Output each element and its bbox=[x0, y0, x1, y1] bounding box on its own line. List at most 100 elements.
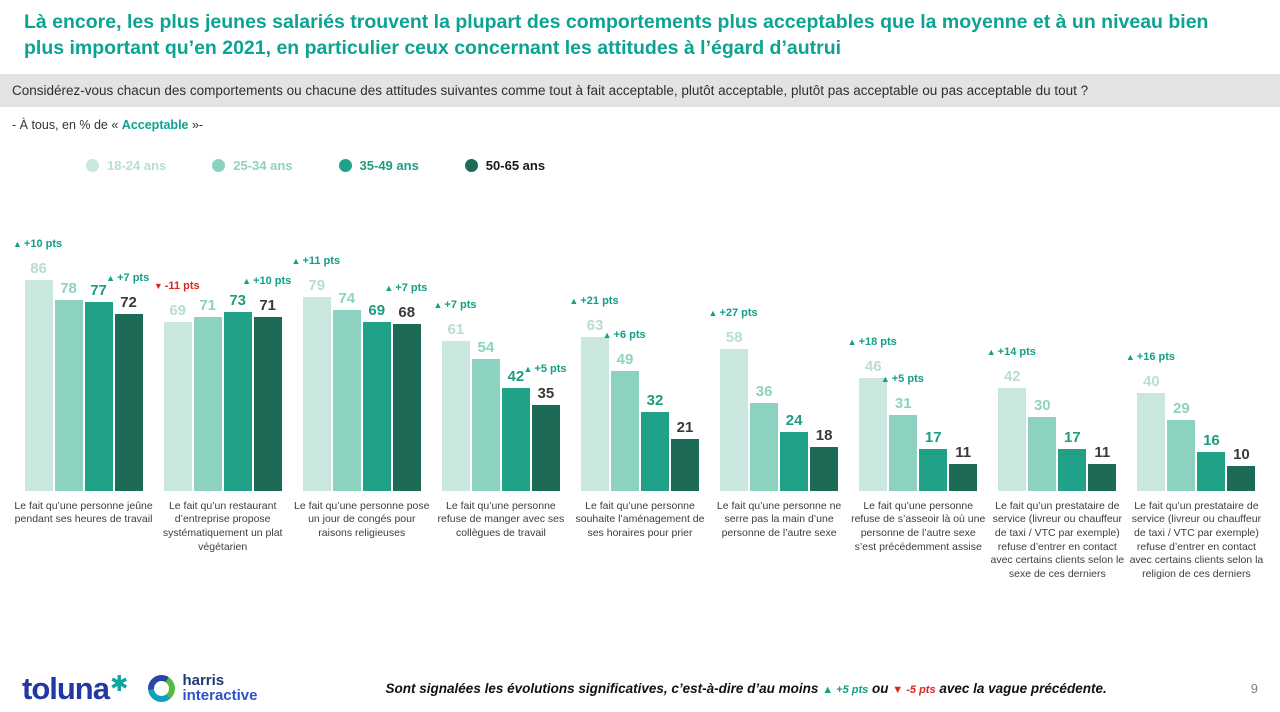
significance-note-suffix: avec la vague précédente. bbox=[939, 680, 1107, 696]
bar-value-label: 35 bbox=[537, 385, 555, 403]
bar-value-label: 73 bbox=[229, 292, 246, 309]
bar: 35 ▲ +5 pts bbox=[523, 363, 567, 491]
sample-note-suffix: »- bbox=[188, 117, 204, 132]
group-bars: 40 ▲ +16 pts 29 16 10 bbox=[1126, 229, 1256, 491]
bar-value-label: 77 bbox=[90, 282, 107, 300]
bar: 40 ▲ +16 pts bbox=[1126, 351, 1175, 491]
bar-chart: 86 ▲ +10 pts 78 77 72 ▲ +7 pts Le fait qu’une pe… bbox=[0, 229, 1280, 582]
bar: 17 bbox=[1058, 429, 1087, 491]
bar-value-label: 68 bbox=[398, 304, 416, 322]
legend-dot-icon bbox=[464, 158, 478, 172]
bar: 31 ▲ +5 pts bbox=[881, 373, 924, 491]
sample-note-highlight: Acceptable bbox=[121, 117, 189, 132]
toluna-logo: toluna ✱ bbox=[22, 670, 128, 706]
bar: 71 ▲ +10 pts bbox=[242, 275, 291, 491]
bar: 30 bbox=[1028, 397, 1057, 491]
legend-label: 50-65 ans bbox=[485, 157, 546, 173]
bar-value-label: 17 bbox=[924, 429, 942, 447]
up-arrow-icon: ▲ bbox=[708, 307, 718, 318]
bar: 54 bbox=[471, 339, 500, 491]
chart-group: 79 ▲ +11 pts 74 69 68 ▲ +7 pts Le fait qu’une pe… bbox=[292, 229, 431, 582]
evolution-annotation: ▲ +7 pts bbox=[384, 282, 428, 295]
category-label: Le fait qu’une personne refuse de manger… bbox=[437, 499, 565, 540]
significance-note: Sont signalées les évolutions significat… bbox=[257, 681, 1234, 696]
category-label: Le fait qu’une personne ne serre pas la … bbox=[716, 499, 842, 540]
category-label: Le fait qu’une personne refuse de s’asse… bbox=[851, 499, 986, 553]
chart-group: 46 ▲ +18 pts 31 ▲ +5 pts 17 11 Le fait qu’une pe… bbox=[848, 229, 988, 582]
bar: 71 bbox=[193, 297, 222, 491]
bar: 10 bbox=[1227, 446, 1256, 491]
category-label: Le fait qu’un prestataire de service (li… bbox=[1129, 499, 1264, 581]
legend-label: 25-34 ans bbox=[233, 157, 293, 173]
bar: 63 ▲ +21 pts bbox=[569, 295, 619, 491]
sample-note: - À tous, en % de « Acceptable »- bbox=[0, 107, 1280, 132]
bar-value-label: 71 bbox=[259, 296, 276, 314]
bar: 74 bbox=[332, 290, 361, 491]
bar: 73 bbox=[223, 292, 252, 491]
bar-value-label: 46 bbox=[864, 358, 882, 376]
bar: 68 ▲ +7 pts bbox=[384, 282, 427, 491]
toluna-logo-text: toluna bbox=[22, 670, 110, 706]
up-arrow-icon: ▲ bbox=[433, 300, 443, 311]
bar: 86 ▲ +10 pts bbox=[13, 238, 62, 491]
significance-note-prefix: Sont signalées les évolutions significat… bbox=[385, 680, 819, 696]
evolution-annotation: ▲ +27 pts bbox=[708, 306, 758, 319]
up-arrow-icon: ▲ bbox=[986, 346, 996, 357]
category-label: Le fait qu’une personne pose un jour de … bbox=[294, 499, 430, 540]
bar-value-label: 40 bbox=[1143, 372, 1160, 390]
harris-logo-line2: interactive bbox=[182, 687, 258, 705]
chart-group: 58 ▲ +27 pts 36 24 18 Le fait qu’une personne … bbox=[708, 229, 849, 582]
footer: toluna ✱ harris interactive Sont signalée… bbox=[0, 670, 1280, 706]
harris-ring-icon bbox=[148, 674, 176, 702]
bar-value-label: 11 bbox=[955, 443, 972, 461]
bar: 21 bbox=[670, 419, 699, 491]
bar: 42 ▲ +14 pts bbox=[987, 346, 1036, 491]
bar: 61 ▲ +7 pts bbox=[433, 299, 477, 491]
bar-value-label: 74 bbox=[338, 289, 356, 307]
bar: 69 bbox=[362, 302, 391, 491]
group-bars: 46 ▲ +18 pts 31 ▲ +5 pts 17 11 bbox=[848, 229, 978, 491]
bar: 11 bbox=[1088, 444, 1117, 491]
up-arrow-icon: ▲ bbox=[12, 239, 22, 250]
chart-group: 40 ▲ +16 pts 29 16 10 Le fait qu’un prestatair… bbox=[1126, 229, 1266, 582]
evolution-annotation: ▲ +7 pts bbox=[106, 272, 150, 285]
chart-group: 42 ▲ +14 pts 30 17 11 Le fait qu’un prestatair… bbox=[987, 229, 1127, 582]
evolution-annotation: ▲ +6 pts bbox=[602, 328, 646, 341]
legend-item: 35-49 ans bbox=[338, 158, 419, 173]
bar-value-label: 32 bbox=[646, 392, 664, 410]
bar-value-label: 21 bbox=[676, 419, 694, 437]
evolution-annotation: ▲ +16 pts bbox=[1125, 350, 1176, 363]
up-arrow-icon: ▲ bbox=[880, 373, 890, 384]
up-arrow-icon: ▲ bbox=[847, 337, 857, 348]
bar: 24 bbox=[780, 412, 809, 491]
up-arrow-icon: ▲ bbox=[1125, 351, 1135, 362]
up-arrow-icon: ▲ bbox=[569, 295, 579, 306]
bar: 32 bbox=[640, 392, 669, 491]
bar-value-label: 58 bbox=[725, 328, 743, 346]
bar-value-label: 63 bbox=[586, 316, 604, 334]
chart-group: 86 ▲ +10 pts 78 77 72 ▲ +7 pts Le fait qu’une pe… bbox=[13, 229, 153, 582]
bar-value-label: 61 bbox=[447, 321, 465, 339]
bar: 79 ▲ +11 pts bbox=[292, 255, 340, 491]
up-arrow-icon: ▲ bbox=[602, 329, 612, 340]
evolution-annotation: ▲ +7 pts bbox=[433, 299, 477, 312]
bar-value-label: 16 bbox=[1203, 431, 1220, 449]
bar-value-label: 71 bbox=[199, 296, 216, 314]
evolution-annotation: ▲ +18 pts bbox=[847, 336, 897, 349]
group-bars: 63 ▲ +21 pts 49 ▲ +6 pts 32 21 bbox=[569, 229, 699, 491]
category-label: Le fait qu’une personne jeûne pendant se… bbox=[14, 499, 153, 526]
bar-value-label: 42 bbox=[507, 367, 525, 385]
up-arrow-icon: ▲ bbox=[291, 256, 301, 267]
bar-value-label: 72 bbox=[120, 294, 137, 312]
sample-note-prefix: - À tous, en % de « bbox=[12, 117, 122, 132]
evolution-annotation: ▲ +5 pts bbox=[523, 363, 567, 376]
bar: 49 ▲ +6 pts bbox=[603, 329, 646, 491]
evolution-annotation: ▲ +10 pts bbox=[242, 274, 292, 287]
harris-interactive-logo: harris interactive bbox=[148, 672, 258, 705]
legend-label: 18-24 ans bbox=[107, 157, 167, 173]
category-label: Le fait qu’une personne souhaite l’aména… bbox=[575, 499, 705, 540]
bar-value-label: 69 bbox=[169, 301, 186, 319]
bar: 29 bbox=[1167, 400, 1196, 491]
legend-item: 50-65 ans bbox=[464, 157, 546, 173]
bar-value-label: 11 bbox=[1094, 443, 1111, 461]
